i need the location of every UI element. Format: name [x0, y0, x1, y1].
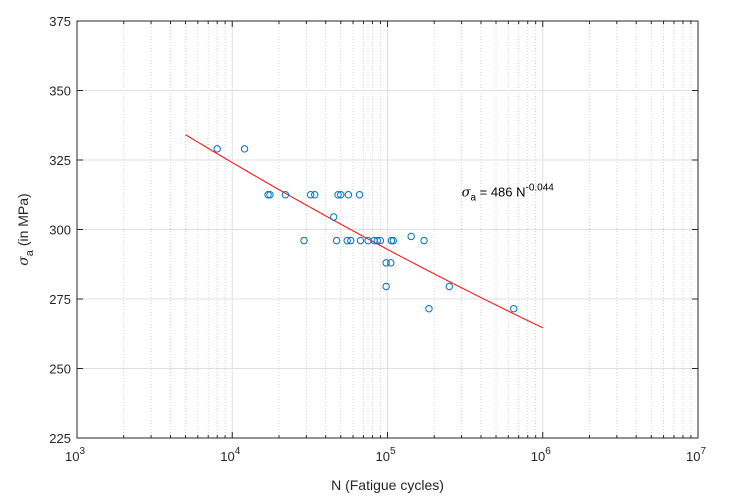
annotation-text: = 486 N	[476, 185, 526, 200]
data-point	[389, 236, 398, 245]
x-tick-base: 10	[686, 449, 700, 464]
y-axis-label-symbol: σ	[16, 256, 32, 266]
y-tick-label: 250	[49, 362, 71, 377]
data-points	[213, 145, 518, 313]
data-point	[266, 191, 274, 199]
x-tick-exponent: 3	[79, 446, 85, 457]
fit-equation-annotation: σa = 486 N-0.044	[462, 183, 555, 204]
y-tick-label: 275	[49, 292, 71, 307]
x-tick-label: 103	[65, 446, 85, 464]
x-tick-base: 10	[220, 449, 234, 464]
data-point	[343, 236, 351, 245]
y-tick-labels: 225 250 275 300 325 350 375	[49, 14, 71, 446]
y-tick-label: 225	[49, 431, 71, 446]
data-point	[264, 191, 272, 199]
x-tick-exponent: 5	[390, 446, 396, 457]
x-tick-label: 106	[531, 446, 551, 464]
annotation-symbol: σ	[462, 186, 472, 201]
data-point	[334, 191, 342, 199]
y-axis-label-rest: (in MPa)	[15, 193, 31, 250]
data-point	[306, 191, 315, 199]
data-point	[281, 191, 290, 199]
y-axis-label: σa (in MPa)	[15, 193, 36, 265]
fit-line	[185, 134, 543, 329]
x-axis-label: N (Fatigue cycles)	[331, 477, 444, 493]
y-tick-label: 325	[49, 153, 71, 168]
x-tick-exponent: 6	[545, 446, 551, 457]
fit-line-group	[185, 134, 543, 329]
x-tick-base: 10	[65, 449, 79, 464]
axis-ticks	[76, 20, 698, 439]
y-axis-label-sub: a	[24, 249, 36, 256]
data-point	[510, 305, 518, 313]
data-point	[240, 145, 249, 153]
grid	[77, 21, 698, 438]
data-point	[382, 282, 390, 291]
y-tick-label: 300	[49, 223, 71, 238]
x-tick-exponent: 7	[700, 446, 706, 457]
data-point	[337, 191, 345, 199]
data-point	[329, 213, 338, 221]
data-point	[382, 259, 390, 267]
data-point	[213, 145, 221, 153]
x-tick-base: 10	[531, 449, 545, 464]
data-point	[344, 191, 353, 199]
y-tick-label: 375	[49, 14, 71, 29]
y-tick-label: 350	[49, 84, 71, 99]
x-tick-exponent: 4	[235, 446, 241, 457]
data-point	[355, 191, 364, 199]
x-tick-label: 104	[220, 446, 240, 464]
annotation-exponent: -0.044	[526, 183, 555, 194]
x-tick-base: 10	[375, 449, 389, 464]
data-point	[387, 259, 395, 267]
data-point	[347, 236, 355, 245]
data-point	[407, 232, 415, 241]
data-point	[373, 236, 382, 245]
data-point	[300, 236, 308, 245]
data-point	[420, 236, 428, 245]
x-tick-label: 107	[686, 446, 706, 464]
data-point	[376, 236, 385, 245]
annotation-sub: a	[470, 193, 476, 204]
data-point	[387, 236, 396, 245]
data-point	[356, 236, 365, 245]
x-tick-label: 105	[375, 446, 395, 464]
x-tick-labels: 103 104 105 106 107	[65, 446, 706, 464]
data-point	[445, 282, 453, 291]
data-point	[332, 236, 341, 245]
data-point	[311, 191, 319, 199]
data-point	[425, 305, 433, 313]
